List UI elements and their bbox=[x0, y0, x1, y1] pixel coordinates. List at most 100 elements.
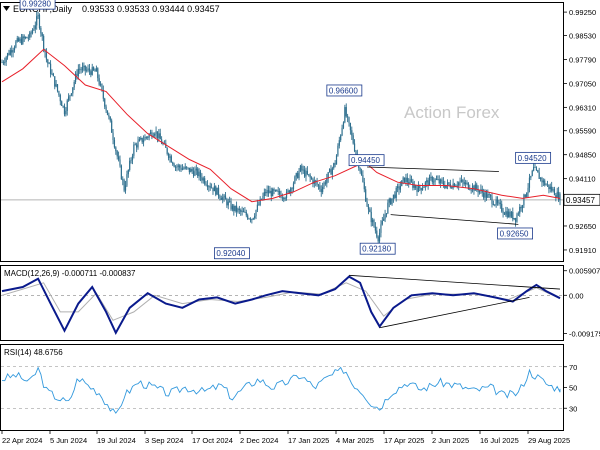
candle-body bbox=[351, 130, 353, 136]
candle-body bbox=[466, 182, 468, 184]
candle-body bbox=[383, 218, 385, 221]
candle-body bbox=[305, 170, 307, 177]
candle-body bbox=[274, 189, 277, 191]
candle-body bbox=[421, 187, 424, 191]
candle-body bbox=[190, 168, 192, 173]
candle-body bbox=[220, 198, 222, 200]
candle-body bbox=[322, 186, 324, 193]
candle-body bbox=[212, 187, 214, 192]
y-tick-label: 0.005907 bbox=[569, 267, 600, 276]
candle-body bbox=[338, 140, 340, 146]
candle-body bbox=[519, 206, 521, 214]
candle-body bbox=[24, 37, 27, 39]
candle-body bbox=[290, 188, 292, 194]
candle-body bbox=[123, 180, 125, 191]
candle-body bbox=[513, 218, 515, 220]
candle-body bbox=[492, 203, 494, 205]
candle-body bbox=[441, 179, 443, 182]
candle-body bbox=[430, 176, 432, 178]
candle-body bbox=[465, 182, 467, 185]
candle-body bbox=[129, 160, 131, 170]
candle-body bbox=[51, 73, 53, 75]
x-tick-label: 4 Mar 2025 bbox=[336, 436, 374, 445]
candle-body bbox=[72, 87, 74, 94]
candle-body bbox=[187, 167, 189, 169]
candle-body bbox=[244, 211, 246, 213]
candle-body bbox=[117, 156, 120, 160]
candle-body bbox=[140, 137, 142, 140]
candle-body bbox=[154, 133, 156, 136]
candle-body bbox=[530, 175, 532, 178]
candle-body bbox=[61, 101, 63, 107]
candle-body bbox=[94, 70, 96, 72]
trendline bbox=[367, 166, 499, 172]
candle-body bbox=[328, 169, 331, 173]
candle-body bbox=[510, 211, 513, 217]
candle-body bbox=[86, 69, 88, 71]
macd-trendline bbox=[348, 274, 561, 290]
candle-body bbox=[77, 68, 79, 77]
candle-body bbox=[381, 220, 383, 225]
candle-body bbox=[69, 95, 71, 97]
candle-body bbox=[333, 163, 335, 169]
candle-body bbox=[179, 165, 181, 168]
collapse-arrow-icon[interactable] bbox=[3, 6, 10, 11]
candle-body bbox=[29, 32, 31, 38]
candle-body bbox=[137, 141, 139, 148]
y-tick-label: 0.97050 bbox=[569, 79, 596, 88]
candle-body bbox=[315, 180, 317, 182]
candle-body bbox=[5, 57, 7, 62]
candle-body bbox=[509, 211, 511, 217]
moving-average-line bbox=[1, 48, 561, 203]
candle-body bbox=[355, 151, 357, 155]
trendline bbox=[390, 214, 519, 225]
candle-body bbox=[299, 165, 302, 172]
candle-body bbox=[54, 76, 56, 87]
candle-body bbox=[362, 174, 364, 183]
candle-body bbox=[470, 189, 472, 191]
candle-body bbox=[545, 184, 547, 186]
candle-body bbox=[495, 199, 497, 205]
candle-body bbox=[552, 189, 554, 191]
candle-body bbox=[349, 122, 352, 131]
candle-body bbox=[80, 69, 82, 71]
x-tick-label: 3 Sep 2024 bbox=[145, 436, 183, 445]
rsi-y-axis: 70 50 30 bbox=[563, 363, 577, 413]
y-tick-label: 0.00 bbox=[569, 291, 584, 300]
macd-y-axis: 0.005907 0.00 -0.009175 bbox=[563, 267, 600, 338]
candle-body bbox=[2, 62, 4, 64]
candle-body bbox=[26, 37, 28, 39]
candle-body bbox=[173, 164, 175, 167]
candle-body bbox=[124, 185, 127, 191]
x-tick-label: 2 Jun 2025 bbox=[432, 436, 469, 445]
current-price-box bbox=[563, 193, 600, 206]
candle-body bbox=[283, 197, 285, 199]
candle-body bbox=[402, 177, 404, 181]
candle-body bbox=[97, 68, 99, 79]
y-tick-label: -0.009175 bbox=[569, 329, 600, 338]
candle-body bbox=[533, 166, 535, 171]
candle-body bbox=[453, 183, 456, 187]
macd-trendlines bbox=[348, 274, 561, 329]
candle-body bbox=[372, 219, 374, 223]
candle-body bbox=[281, 197, 283, 199]
candle-body bbox=[537, 170, 539, 173]
candle-body bbox=[395, 187, 397, 198]
candle-body bbox=[499, 202, 501, 204]
candle-body bbox=[342, 122, 345, 128]
candle-body bbox=[366, 201, 368, 207]
x-tick-label: 2 Dec 2024 bbox=[240, 436, 278, 445]
candle-body bbox=[216, 187, 218, 195]
candle-body bbox=[260, 198, 263, 200]
candle-body bbox=[446, 182, 449, 186]
candle-body bbox=[208, 186, 210, 188]
candle-body bbox=[74, 73, 77, 82]
candle-body bbox=[546, 184, 549, 186]
candle-body bbox=[166, 147, 168, 154]
annotation-label: 0.99280 bbox=[22, 0, 51, 9]
candle-body bbox=[348, 117, 350, 123]
y-tick-label: 0.94850 bbox=[569, 151, 596, 160]
candle-body bbox=[517, 213, 519, 215]
candle-body bbox=[18, 38, 20, 42]
candle-body bbox=[276, 189, 278, 192]
